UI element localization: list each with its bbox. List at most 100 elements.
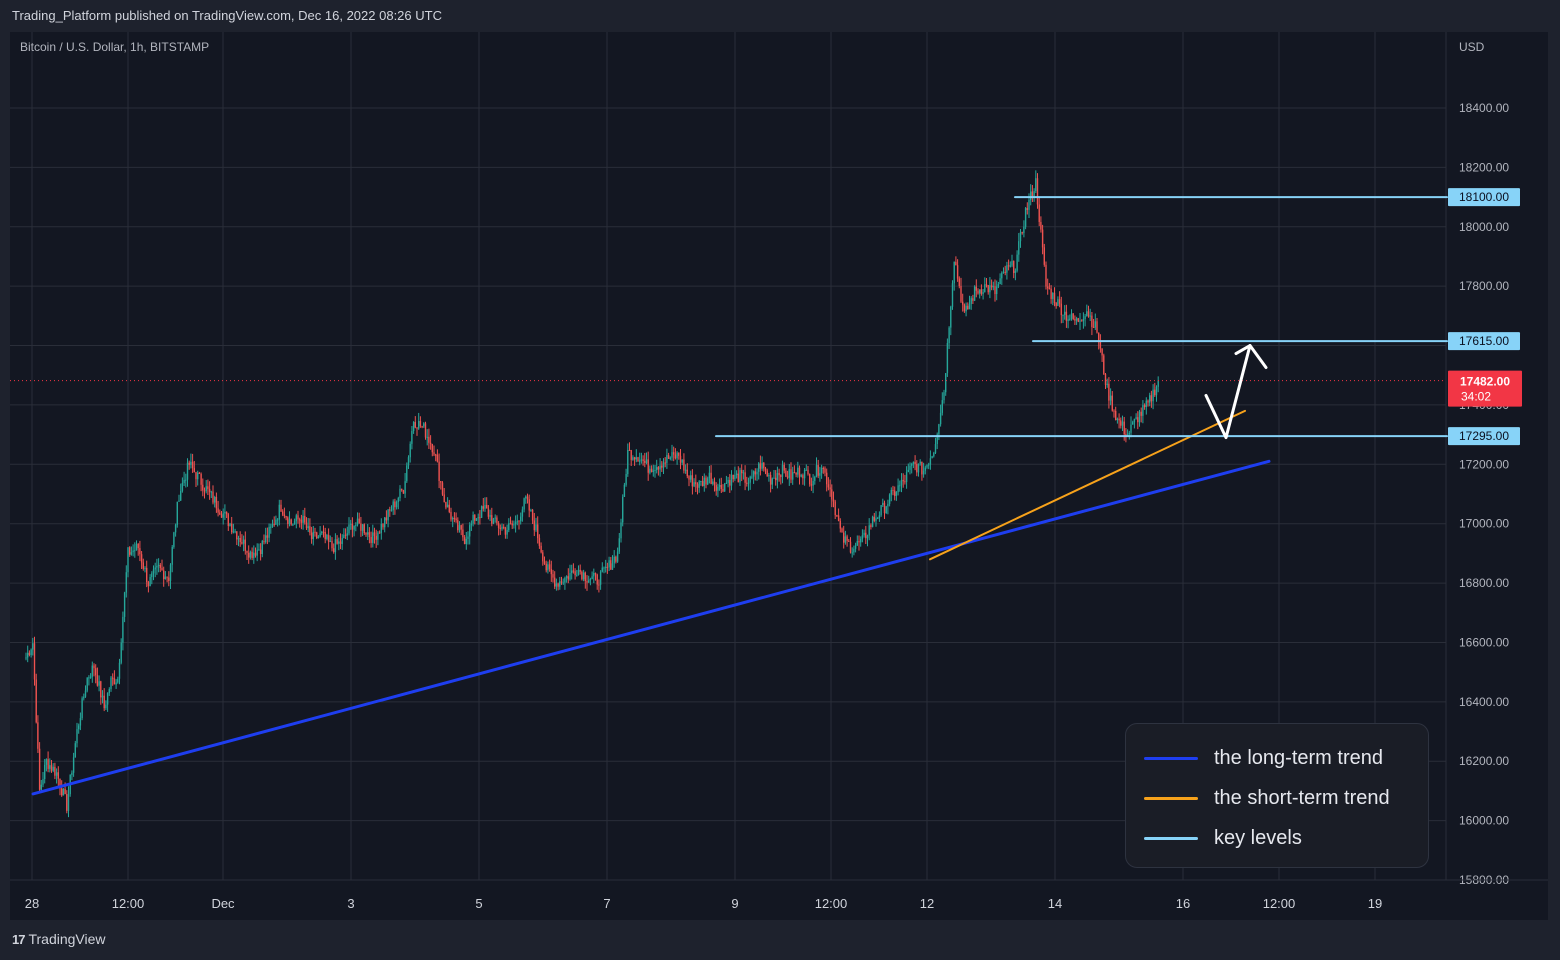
candle-body [168,577,170,581]
candle-body [397,498,399,503]
candle-body [239,537,241,543]
candle-body [146,567,148,583]
candle-body [960,286,962,302]
candle-body [499,527,501,529]
candle-body [285,516,287,518]
candle-body [339,541,342,544]
candle-body [443,494,445,503]
candle-body [108,689,110,694]
candle-body [768,474,770,477]
candle-body [402,490,405,494]
candle-body [1075,318,1078,321]
candle-body [33,643,36,680]
candle-body [608,560,610,568]
candle-body [477,517,479,519]
level-price-tag [1448,332,1520,351]
candle-body [897,485,899,493]
candle-body [662,462,665,468]
candle-body [273,523,275,525]
candle-body [479,517,481,519]
candle-body [1077,318,1079,322]
candle-body [431,444,433,453]
candle-body [552,574,554,578]
legend-label-long-term: the long-term trend [1214,746,1383,769]
candle-body [887,503,889,507]
candle-body [123,592,126,617]
candle-body [130,552,133,555]
candle-body [482,506,484,509]
candle-body [295,515,297,522]
candle-body [261,541,263,555]
candle-body [980,289,983,294]
level-price-label: 18100.00 [1459,190,1509,204]
candle-body [639,460,641,462]
candle-body [453,518,456,520]
candle-body [769,474,772,485]
candle-body [421,426,423,428]
candle-body [251,551,253,558]
candle-body [557,583,559,587]
candle-body [37,722,39,749]
candle-body [977,290,979,294]
candle-body [174,524,177,533]
x-tick-label: 14 [1048,896,1062,911]
candle-body [754,471,756,475]
candle-body [336,539,338,544]
candle-body [572,570,575,572]
candle-body [1079,320,1081,322]
candle-body [351,523,354,530]
level-price-tag [1448,188,1520,207]
candle-body [708,472,711,479]
candle-body [888,494,891,504]
candle-body [424,423,427,438]
candle-body [503,526,505,528]
candle-body [827,484,830,488]
candle-body [448,504,450,512]
candle-body [632,457,634,460]
candle-body [1030,191,1032,200]
candle-body [513,524,515,526]
y-tick-label: 16000.00 [1459,814,1509,828]
candle-body [514,522,517,525]
candle-body [911,463,913,466]
candle-body [496,517,498,524]
candle-body [1135,417,1137,419]
candle-body [700,481,702,483]
candle-body [785,470,787,477]
candle-body [287,517,289,525]
candle-body [214,497,216,503]
candle-body [151,573,153,578]
legend-swatch-long-term [1144,756,1198,760]
candle-body [1099,341,1102,349]
candle-body [792,472,794,480]
x-tick-label: 19 [1368,896,1382,911]
candle-body [683,459,685,471]
candle-body [688,476,690,480]
candle-body [569,573,571,580]
symbol-title[interactable]: Bitcoin / U.S. Dollar, 1h, BITSTAMP [20,40,210,54]
candle-body [1098,332,1100,342]
candle-body [237,537,240,540]
candle-body [435,454,437,456]
candle-body [280,504,282,512]
tradingview-logo-icon: 17 [12,931,26,947]
candle-body [1023,226,1025,233]
candle-body [611,563,614,570]
candle-body [149,577,151,587]
candle-body [919,461,921,464]
candle-body [520,516,522,522]
candle-body [516,521,518,523]
candle-body [419,420,422,427]
candle-body [943,392,945,401]
candle-body [120,642,122,663]
x-tick-label: 12:00 [1263,896,1296,911]
candle-body [83,696,85,699]
candle-body [55,772,58,776]
candle-body [183,479,185,483]
candle-body [220,514,223,518]
candle-body [380,524,382,533]
candle-body [837,515,840,521]
tradingview-logo[interactable]: 17 TradingView [12,931,106,947]
chart-area[interactable]: 18400.0018200.0018000.0017800.0017600.00… [10,32,1548,920]
candle-body [1089,315,1091,317]
